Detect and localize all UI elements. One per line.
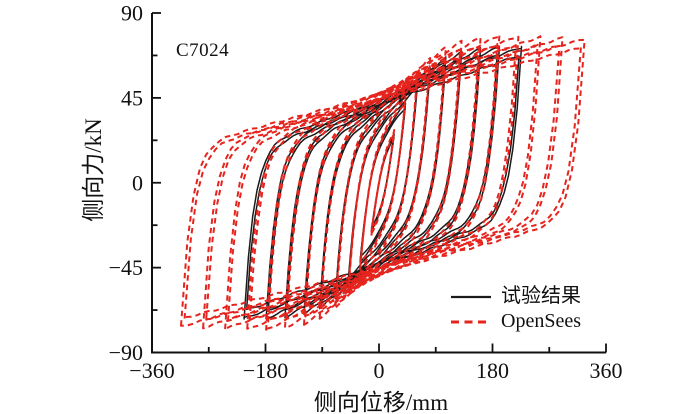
legend-item-opensees: OpenSees xyxy=(450,310,581,333)
series-test-loop xyxy=(370,133,395,233)
series-opensees-loop xyxy=(347,72,419,293)
series-opensees-loop xyxy=(205,44,561,321)
x-tick-label: −360 xyxy=(129,358,174,383)
series-opensees-loop xyxy=(224,35,542,331)
x-tick-label: 180 xyxy=(476,358,509,383)
series-opensees-loop xyxy=(285,45,480,320)
x-tick-label: −180 xyxy=(243,358,288,383)
series-test-loop xyxy=(243,45,523,320)
y-tick-label: −45 xyxy=(109,255,143,280)
y-tick-label: 0 xyxy=(132,170,143,195)
series-opensees-loop xyxy=(318,45,447,320)
y-axis-title: 侧向力/kN xyxy=(81,118,106,222)
y-tick-label: 90 xyxy=(121,1,143,26)
test-line-swatch xyxy=(451,295,491,298)
series-opensees-loop xyxy=(180,38,586,327)
series-opensees-loop xyxy=(359,100,407,266)
series-opensees-loop xyxy=(267,43,499,323)
series-opensees-loop xyxy=(183,45,582,320)
y-tick-label: 45 xyxy=(121,85,143,110)
legend-item-test: 试验结果 xyxy=(450,285,581,308)
legend-label-opensees: OpenSees xyxy=(501,310,581,332)
x-tick-label: 360 xyxy=(590,358,623,383)
opensees-line-swatch xyxy=(451,320,491,323)
series-test-loop xyxy=(284,47,482,319)
series-opensees-loop xyxy=(347,78,418,287)
legend-label-test: 试验结果 xyxy=(501,285,581,307)
specimen-label: C7024 xyxy=(176,40,230,61)
series-opensees-loop xyxy=(227,43,539,322)
series-opensees-loop xyxy=(370,132,395,233)
series-opensees-loop xyxy=(304,48,462,318)
legend: 试验结果 OpenSees xyxy=(450,285,581,333)
y-tick-label: −90 xyxy=(109,340,143,365)
series-opensees-loop xyxy=(303,39,463,326)
series-opensees-loop xyxy=(370,129,396,237)
x-axis-title: 侧向位移/mm xyxy=(313,390,449,414)
x-tick-label: 0 xyxy=(374,358,385,383)
